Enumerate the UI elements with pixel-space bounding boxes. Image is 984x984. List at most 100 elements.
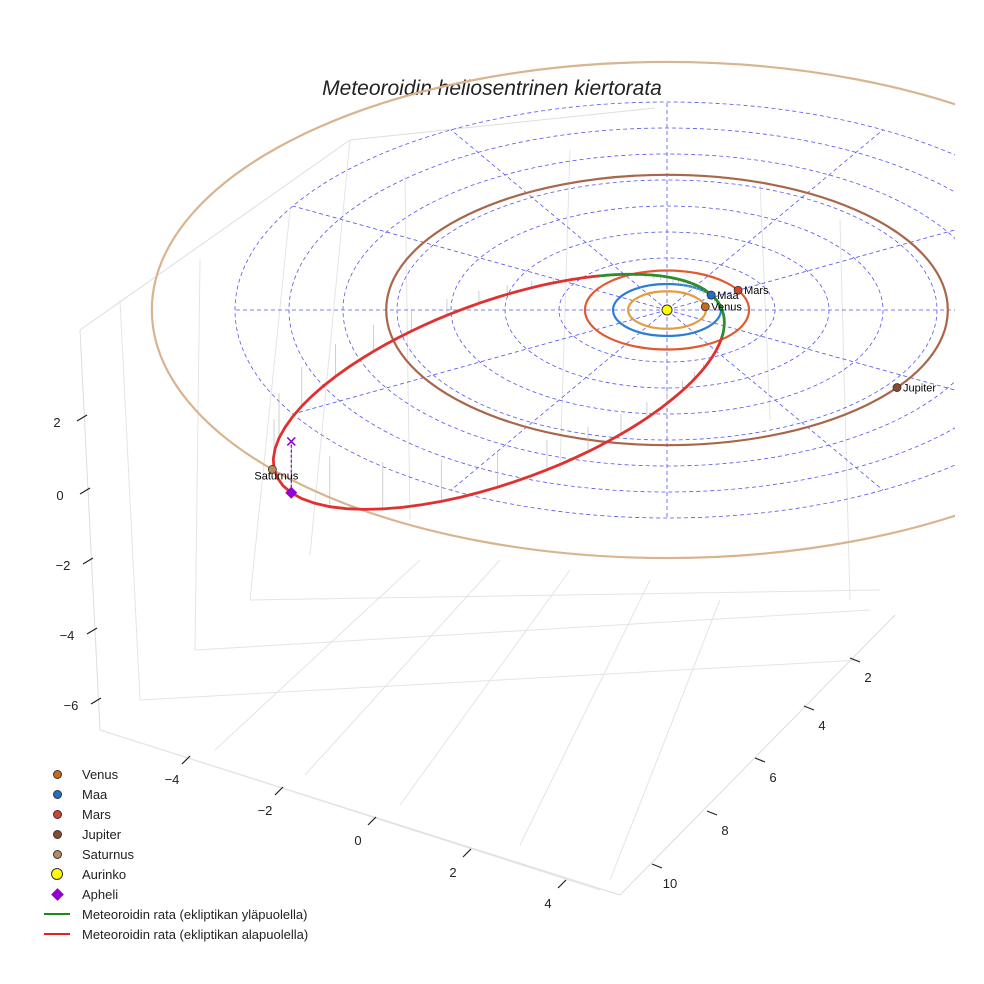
ecliptic-grid-spoke	[666, 229, 955, 311]
axis-frame-line	[619, 614, 896, 896]
grid-line	[249, 589, 881, 601]
grid-line	[119, 299, 141, 701]
legend-symbol	[40, 804, 74, 824]
dot-swatch	[52, 829, 62, 839]
grid-line	[839, 219, 851, 601]
x-tick-mark	[367, 816, 377, 826]
x-tick-mark	[462, 848, 472, 858]
legend-item[interactable]: Jupiter	[40, 824, 308, 844]
legend-item[interactable]: Saturnus	[40, 844, 308, 864]
y-tick-label: 10	[663, 876, 677, 891]
legend-label: Saturnus	[82, 846, 135, 862]
grid-line	[139, 659, 861, 701]
legend-symbol	[40, 764, 74, 784]
orbit-jupiter	[385, 173, 949, 447]
z-tick-mark	[90, 697, 102, 705]
line-swatch	[44, 913, 70, 915]
legend-symbol	[40, 884, 74, 904]
legend-item[interactable]: Meteoroidin rata (ekliptikan alapuolella…	[40, 924, 308, 944]
grid-line	[304, 559, 501, 776]
legend-symbol	[40, 864, 74, 884]
legend-label: Apheli	[82, 886, 119, 902]
legend-label: Mars	[82, 806, 111, 822]
planet-venus	[700, 302, 710, 312]
legend-label: Meteoroidin rata (ekliptikan alapuolella…	[82, 926, 309, 942]
legend-item[interactable]: Venus	[40, 764, 308, 784]
legend-symbol	[40, 924, 74, 944]
legend-item[interactable]: Aurinko	[40, 864, 308, 884]
grid-line	[249, 209, 291, 601]
axis-frame-line	[79, 139, 351, 331]
ecliptic-grid-spoke	[450, 309, 668, 491]
legend-item[interactable]: Maa	[40, 784, 308, 804]
dot-swatch	[52, 789, 62, 799]
sun-marker	[661, 304, 673, 316]
meteoroid-orbit-above	[596, 272, 726, 339]
chart-title: Meteoroidin heliosentrinen kiertorata	[322, 77, 662, 100]
y-tick-label: 8	[721, 823, 728, 838]
dot-swatch	[52, 809, 62, 819]
meteoroid-orbit-below	[271, 274, 600, 495]
planet-label-maa: Maa	[717, 290, 739, 302]
legend-symbol	[40, 904, 74, 924]
legend-symbol	[40, 824, 74, 844]
line-swatch	[44, 933, 70, 935]
z-tick-label: 0	[56, 488, 63, 503]
x-tick-label: −4	[165, 772, 180, 787]
ecliptic-grid-spoke	[292, 205, 668, 311]
y-tick-mark	[651, 863, 663, 869]
ecliptic-grid-spoke	[292, 309, 668, 415]
z-tick-mark	[79, 487, 91, 495]
planet-label-jupiter: Jupiter	[903, 383, 936, 395]
x-tick-label: 4	[544, 896, 551, 911]
grid-line	[99, 729, 601, 891]
x-tick-label: 0	[354, 833, 361, 848]
legend-symbol	[40, 784, 74, 804]
ecliptic-grid-circle	[450, 205, 884, 415]
legend-item[interactable]: Apheli	[40, 884, 308, 904]
axis-frame-line	[79, 329, 101, 731]
z-tick-mark	[86, 627, 98, 635]
legend-item[interactable]: Mars	[40, 804, 308, 824]
y-tick-label: 2	[864, 670, 871, 685]
ecliptic-grid-circle	[234, 101, 955, 519]
planet-label-mars: Mars	[744, 285, 769, 297]
x-tick-mark	[274, 786, 284, 796]
x-tick-label: −2	[258, 803, 273, 818]
grid-line	[399, 569, 571, 806]
z-tick-mark	[76, 414, 88, 422]
grid-line	[194, 259, 201, 651]
legend: Venus Maa Mars Jupiter Saturnus Aurinko Apheli…	[40, 764, 308, 944]
y-tick-mark	[803, 705, 815, 711]
grid-line	[309, 139, 351, 556]
grid-line	[404, 174, 411, 521]
dot-swatch	[52, 849, 62, 859]
ecliptic-grid-spoke	[666, 129, 884, 311]
x-tick-label: 2	[449, 865, 456, 880]
y-tick-label: 4	[818, 718, 825, 733]
orbit-saturnus	[150, 60, 955, 560]
z-tick-label: −4	[60, 628, 75, 643]
x-tick-mark	[557, 879, 567, 889]
y-tick-mark	[706, 810, 718, 816]
ecliptic-grid-spoke	[666, 309, 955, 391]
grid-line	[759, 179, 771, 421]
planet-label-venus: Venus	[711, 302, 742, 314]
legend-label: Aurinko	[82, 866, 127, 882]
aphelion-marker	[285, 486, 298, 499]
diamond-swatch	[50, 887, 64, 901]
legend-label: Jupiter	[82, 826, 122, 842]
planet-jupiter	[892, 383, 902, 392]
sun-swatch	[51, 868, 63, 880]
orbit-mars	[583, 269, 751, 351]
legend-label: Venus	[82, 766, 119, 782]
y-tick-mark	[754, 757, 766, 763]
grid-line	[519, 579, 651, 846]
z-tick-label: 2	[53, 415, 60, 430]
planet-maa	[706, 290, 716, 300]
legend-item[interactable]: Meteoroidin rata (ekliptikan yläpuolella…	[40, 904, 308, 924]
legend-symbol	[40, 844, 74, 864]
y-tick-mark	[849, 657, 861, 663]
x-tick-mark	[181, 755, 191, 765]
